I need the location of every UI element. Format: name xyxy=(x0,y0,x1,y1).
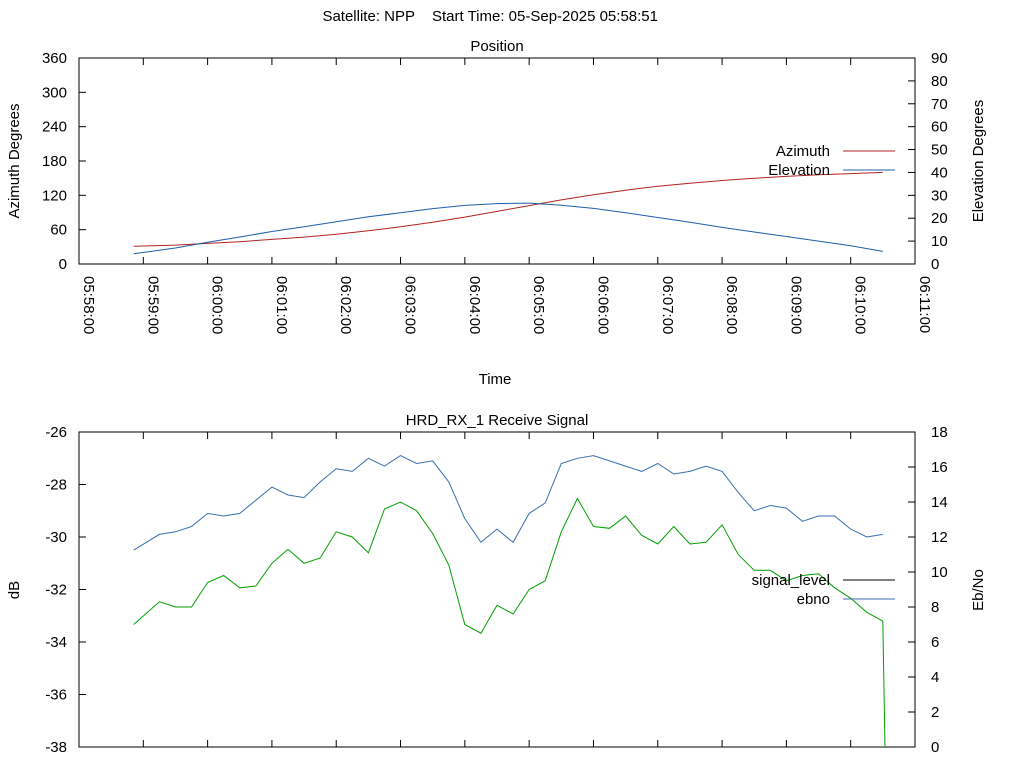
azimuth-series-line xyxy=(133,171,883,247)
legend-signal-level-label: signal_level xyxy=(752,572,830,589)
elevation-axis-label: Elevation Degrees xyxy=(970,100,987,223)
y-tick-label: -36 xyxy=(45,687,67,704)
receive-signal-plot-frame xyxy=(78,431,916,748)
azimuth-axis-label: Azimuth Degrees xyxy=(6,103,23,218)
y2-tick-label: 80 xyxy=(931,73,948,90)
x-tick-label: 06:01:00 xyxy=(273,276,290,334)
position-chart: Position 0 60 120 180 240 300 360 0 10 20 30 40 50 6… xyxy=(6,38,987,388)
x-tick-label: 06:07:00 xyxy=(659,276,676,334)
y2-tick-label: 10 xyxy=(931,564,948,581)
x-tick-label: 06:10:00 xyxy=(852,276,869,334)
legend-ebno-label: ebno xyxy=(797,591,830,608)
y-tick-label: 300 xyxy=(42,84,67,101)
y-tick-label: -26 xyxy=(45,424,67,441)
y2-tick-label: 14 xyxy=(931,494,948,511)
time-axis-ticks: 05:58:00 05:59:00 06:00:00 06:01:00 06:02:00… xyxy=(78,58,933,334)
position-chart-title: Position xyxy=(470,38,523,55)
db-axis-ticks: -38 -36 -34 -32 -30 -28 -26 xyxy=(45,424,86,756)
y2-tick-label: 0 xyxy=(931,739,939,756)
y-tick-label: 120 xyxy=(42,187,67,204)
receive-signal-chart-title: HRD_RX_1 Receive Signal xyxy=(406,412,589,429)
y2-tick-label: 70 xyxy=(931,96,948,113)
y2-tick-label: 16 xyxy=(931,459,948,476)
x-tick-label: 06:04:00 xyxy=(466,276,483,334)
y-tick-label: -38 xyxy=(45,739,67,756)
x-tick-label: 06:02:00 xyxy=(337,276,354,334)
x-tick-label: 06:03:00 xyxy=(402,276,419,334)
start-time-label: Start Time: 05-Sep-2025 05:58:51 xyxy=(432,8,658,25)
x-tick-label: 06:00:00 xyxy=(209,276,226,334)
y2-tick-label: 60 xyxy=(931,119,948,136)
x-tick-label: 06:06:00 xyxy=(594,276,611,334)
signal-time-axis-ticks xyxy=(78,432,916,747)
y2-tick-label: 0 xyxy=(931,256,939,273)
y-tick-label: 60 xyxy=(50,222,67,239)
y2-tick-label: 30 xyxy=(931,187,948,204)
y2-tick-label: 40 xyxy=(931,164,948,181)
receive-signal-legend: signal_level ebno xyxy=(752,572,895,608)
ebno-axis-ticks: 0 2 4 6 8 10 12 14 16 18 xyxy=(908,424,948,756)
ebno-axis-label: Eb/No xyxy=(970,569,987,611)
y2-tick-label: 4 xyxy=(931,669,939,686)
y2-tick-label: 12 xyxy=(931,529,948,546)
y-tick-label: -34 xyxy=(45,634,67,651)
receive-signal-chart: HRD_RX_1 Receive Signal -38-36-34-32-30-… xyxy=(6,412,987,756)
y2-tick-label: 2 xyxy=(931,704,939,721)
legend-azimuth-label: Azimuth xyxy=(776,143,830,160)
y-tick-label: 180 xyxy=(42,153,67,170)
y2-tick-label: 50 xyxy=(931,142,948,159)
y2-tick-label: 6 xyxy=(931,634,939,651)
y2-tick-label: 18 xyxy=(931,424,948,441)
x-tick-label: 05:59:00 xyxy=(144,276,161,334)
y-tick-label: 0 xyxy=(59,256,67,273)
y2-tick-label: 10 xyxy=(931,233,948,250)
ebno-series-line xyxy=(133,497,886,748)
elevation-series-line xyxy=(133,202,883,255)
y-tick-label: -28 xyxy=(45,477,67,494)
elevation-axis-ticks: 0 10 20 30 40 50 60 70 80 90 xyxy=(908,50,948,273)
y-tick-label: 360 xyxy=(42,50,67,67)
y-tick-label: 240 xyxy=(42,119,67,136)
x-tick-label: 05:58:00 xyxy=(80,276,97,334)
time-axis-label: Time xyxy=(479,371,512,388)
position-plot-frame xyxy=(78,57,916,265)
y-tick-label: -32 xyxy=(45,582,67,599)
x-tick-label: 06:08:00 xyxy=(723,276,740,334)
x-tick-label: 06:09:00 xyxy=(787,276,804,334)
y2-tick-label: 20 xyxy=(931,210,948,227)
x-tick-label: 06:05:00 xyxy=(530,276,547,334)
satellite-label: Satellite: NPP xyxy=(322,8,415,25)
y-tick-label: -30 xyxy=(45,529,67,546)
x-tick-label: 06:11:00 xyxy=(916,276,933,333)
db-axis-label: dB xyxy=(6,581,23,599)
azimuth-axis-ticks: 0 60 120 180 240 300 360 xyxy=(42,50,86,273)
legend-elevation-label: Elevation xyxy=(768,162,830,179)
y2-tick-label: 8 xyxy=(931,599,939,616)
position-legend: Azimuth Elevation xyxy=(768,143,895,179)
y2-tick-label: 90 xyxy=(931,50,948,67)
signal-level-series-line xyxy=(133,455,883,551)
